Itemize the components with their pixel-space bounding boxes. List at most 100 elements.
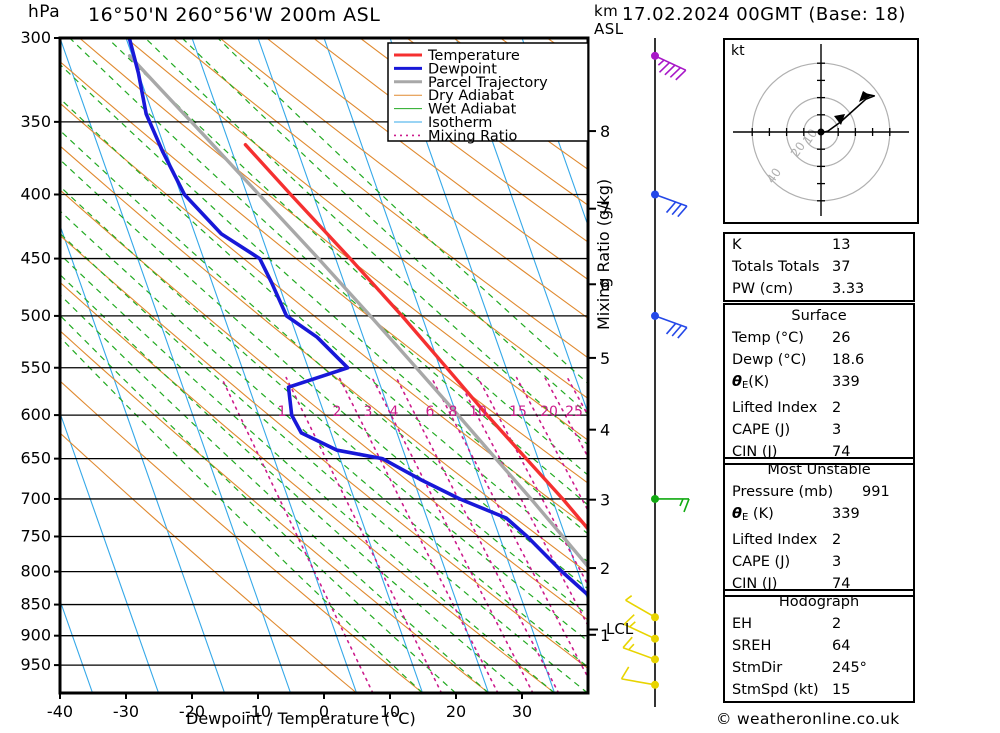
row-value: 3.33 — [832, 281, 865, 297]
mixing-ratio-label: 4 — [390, 404, 399, 420]
svg-text:400: 400 — [20, 185, 51, 204]
row-label: Dewp (°C) — [732, 352, 807, 368]
svg-text:0: 0 — [319, 702, 329, 721]
row-label: CIN (J) — [732, 576, 778, 592]
svg-text:800: 800 — [20, 562, 51, 581]
row-value: 13 — [832, 237, 851, 253]
table-row: θE (K) 339 — [725, 503, 913, 529]
table-row: Temp (°C) 26 — [725, 327, 913, 349]
station-title: 16°50'N 260°56'W 200m ASL — [88, 4, 381, 26]
svg-text:1: 1 — [600, 626, 610, 645]
table-row: θE(K) 339 — [725, 371, 913, 397]
svg-text:300: 300 — [20, 28, 51, 47]
row-label: K — [732, 237, 742, 253]
mixing-ratio-label: 1 — [278, 404, 287, 420]
mixing-ratio-label: 8 — [449, 404, 458, 420]
row-value: 3 — [832, 422, 842, 438]
mixing-ratio-label: 15 — [509, 404, 527, 420]
svg-text:-10: -10 — [245, 702, 271, 721]
table-row: CAPE (J) 3 — [725, 551, 913, 573]
row-label: StmDir — [732, 660, 783, 676]
row-value: 2 — [832, 532, 842, 548]
surface-table-title: Surface — [791, 308, 847, 324]
table-row: EH 2 — [725, 613, 913, 635]
hodograph-unit-label: kt — [731, 43, 745, 59]
mixing-ratio-label: 10 — [469, 404, 487, 420]
table-row: Pressure (mb) 991 — [725, 481, 913, 503]
svg-text:350: 350 — [20, 112, 51, 131]
table-row: Dewp (°C) 18.6 — [725, 349, 913, 371]
row-value: 2 — [832, 616, 842, 632]
table-row: PW (cm) 3.33 — [725, 278, 913, 300]
skewt-diagram: 300 350 400 450 500 550 600 650 700 750 800 850 900 9… — [20, 28, 690, 721]
svg-text:500: 500 — [20, 306, 51, 325]
lcl-label: LCL — [606, 620, 634, 638]
svg-text:20: 20 — [446, 702, 466, 721]
height-unit-label-1: km — [594, 2, 619, 20]
mixing-ratio-label: 2 — [333, 404, 342, 420]
svg-text:4: 4 — [600, 421, 610, 440]
row-value: 991 — [862, 484, 890, 500]
hodograph-table: Hodograph EH 2 SREH 64 StmDir 245° StmSp… — [723, 589, 915, 703]
legend-label: Isotherm — [428, 115, 492, 131]
svg-text:900: 900 — [20, 626, 51, 645]
table-row: StmSpd (kt) 15 — [725, 679, 913, 701]
svg-text:-30: -30 — [113, 702, 139, 721]
legend-label: Mixing Ratio — [428, 128, 518, 144]
row-label: Temp (°C) — [732, 330, 804, 346]
height-unit-label-2: ASL — [594, 20, 624, 38]
row-value: 18.6 — [832, 352, 865, 368]
row-label: CAPE (J) — [732, 422, 791, 438]
legend-label: Dry Adiabat — [428, 88, 514, 104]
row-value: 64 — [832, 638, 851, 654]
table-row: CIN (J) 74 — [725, 573, 913, 595]
mixing-ratio-label: 20 — [540, 404, 558, 420]
hodograph-ring-label: 40 — [764, 165, 784, 186]
pressure-unit-label: hPa — [28, 2, 61, 22]
legend-label: Parcel Trajectory — [428, 75, 548, 91]
hodograph-ring-label: 10 — [800, 126, 820, 147]
row-label: Totals Totals — [732, 259, 820, 275]
table-row: Totals Totals 37 — [725, 256, 913, 278]
most-unstable-table-title: Most Unstable — [767, 462, 871, 478]
table-row: SREH 64 — [725, 635, 913, 657]
hodograph-panel: 10 20 40 — [723, 38, 919, 224]
svg-text:700: 700 — [20, 489, 51, 508]
indices-table: K 13 Totals Totals 37 PW (cm) 3.33 — [723, 232, 915, 302]
legend-label: Wet Adiabat — [428, 102, 517, 118]
row-value: 15 — [832, 682, 851, 698]
svg-text:2: 2 — [600, 559, 610, 578]
row-label: Pressure (mb) — [732, 484, 834, 500]
svg-text:-20: -20 — [179, 702, 205, 721]
row-label: CIN (J) — [732, 444, 778, 460]
row-label: CAPE (J) — [732, 554, 791, 570]
row-value: 245° — [832, 660, 867, 676]
svg-text:450: 450 — [20, 249, 51, 268]
row-value: 3 — [832, 554, 842, 570]
svg-text:600: 600 — [20, 405, 51, 424]
svg-text:850: 850 — [20, 595, 51, 614]
svg-text:8: 8 — [600, 122, 610, 141]
row-value: 2 — [832, 400, 842, 416]
x-axis-label: Dewpoint / Temperature (°C) — [186, 709, 416, 728]
row-value: 37 — [832, 259, 851, 275]
watermark: © weatheronline.co.uk — [716, 710, 900, 728]
svg-text:650: 650 — [20, 449, 51, 468]
row-value: 339 — [832, 506, 860, 522]
row-label: StmSpd (kt) — [732, 682, 819, 698]
most-unstable-table: Most Unstable Pressure (mb) 991 θE (K) 3… — [723, 457, 915, 597]
surface-table: Surface Temp (°C) 26 Dewp (°C) 18.6 θE(K… — [723, 303, 915, 465]
hodograph-table-title: Hodograph — [778, 594, 860, 610]
row-label-theta-e: θE(K) — [732, 374, 770, 391]
svg-text:6: 6 — [600, 275, 610, 294]
row-label-theta-e: θE (K) — [732, 506, 774, 523]
row-value: 74 — [832, 576, 851, 592]
row-label: PW (cm) — [732, 281, 794, 297]
row-label: SREH — [732, 638, 772, 654]
legend-label: Dewpoint — [428, 61, 497, 77]
svg-text:550: 550 — [20, 358, 51, 377]
legend-label: Temperature — [427, 48, 520, 64]
table-row: Lifted Index 2 — [725, 529, 913, 551]
svg-text:7: 7 — [600, 200, 610, 219]
row-value: 74 — [832, 444, 851, 460]
